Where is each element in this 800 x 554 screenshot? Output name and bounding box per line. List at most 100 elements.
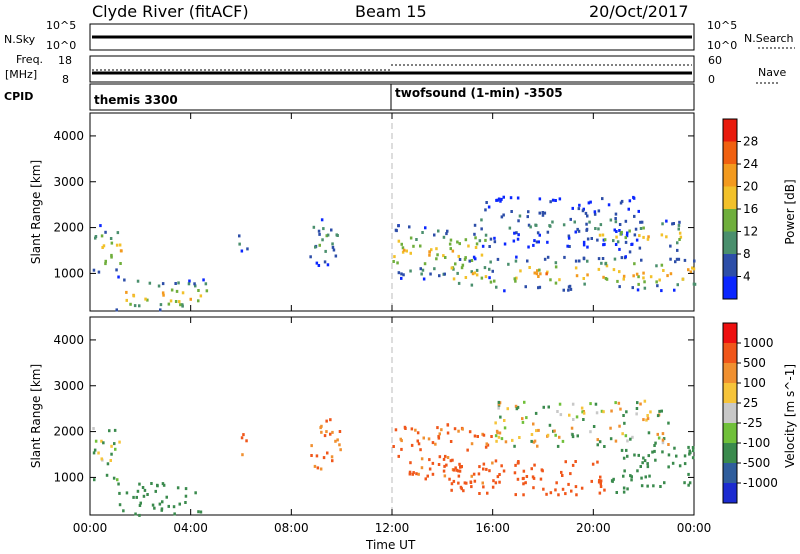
data-cell xyxy=(660,289,663,293)
data-cell xyxy=(514,279,517,283)
data-cell xyxy=(448,242,452,246)
data-cell xyxy=(628,199,632,203)
data-cell xyxy=(402,273,405,277)
data-cell xyxy=(421,231,424,234)
data-cell xyxy=(646,465,650,469)
data-cell xyxy=(309,255,312,259)
data-cell xyxy=(647,454,650,458)
data-cell xyxy=(172,505,176,509)
data-cell xyxy=(513,444,516,448)
data-cell xyxy=(162,483,166,487)
nsky-top-tick: 10^5 xyxy=(46,19,76,32)
data-cell xyxy=(202,278,205,282)
data-cell xyxy=(194,284,197,288)
data-cell xyxy=(548,423,552,427)
data-cell xyxy=(400,439,403,443)
data-cell xyxy=(602,238,606,242)
data-cell xyxy=(430,248,433,252)
data-cell xyxy=(500,464,503,468)
data-cell xyxy=(393,255,396,259)
data-cell xyxy=(515,407,519,411)
data-cell xyxy=(116,478,119,482)
freq-top-tick: 18 xyxy=(58,54,72,67)
data-cell xyxy=(110,253,113,257)
data-cell xyxy=(468,259,471,263)
data-cell xyxy=(596,443,599,447)
data-cell xyxy=(639,227,643,230)
data-cell xyxy=(678,220,681,224)
data-cell xyxy=(422,277,426,281)
data-cell xyxy=(574,485,578,489)
data-cell xyxy=(616,279,619,283)
cpid-program-1: themis 3300 xyxy=(94,93,178,107)
data-cell xyxy=(485,467,488,471)
data-cell xyxy=(514,463,517,467)
data-cell xyxy=(623,469,626,473)
data-cell xyxy=(669,257,672,261)
data-cell xyxy=(318,243,321,247)
data-cell xyxy=(679,235,683,239)
data-cell xyxy=(642,226,645,230)
data-cell xyxy=(637,209,640,213)
data-cell xyxy=(110,444,113,448)
data-cell xyxy=(687,472,690,476)
data-cell xyxy=(549,491,553,495)
data-cell xyxy=(446,423,450,427)
data-cell xyxy=(578,259,581,263)
data-cell xyxy=(640,258,643,262)
data-cell xyxy=(558,278,561,282)
data-cell xyxy=(622,474,625,478)
data-cell xyxy=(660,263,664,267)
data-cell xyxy=(493,279,496,283)
data-cell xyxy=(173,512,176,516)
data-cell xyxy=(549,278,552,282)
data-cell xyxy=(677,223,681,227)
data-cell xyxy=(118,503,122,507)
data-cell xyxy=(683,462,687,466)
data-cell xyxy=(689,451,692,455)
data-cell xyxy=(480,253,484,257)
data-cell xyxy=(672,222,675,225)
data-cell xyxy=(615,235,618,239)
data-cell xyxy=(558,435,561,439)
data-cell xyxy=(161,282,165,286)
data-cell xyxy=(514,404,518,408)
data-cell xyxy=(538,211,541,215)
data-cell xyxy=(581,410,584,414)
data-cell xyxy=(433,233,436,237)
data-cell xyxy=(466,448,469,452)
data-cell xyxy=(541,211,544,214)
data-cell xyxy=(429,272,432,276)
data-cell xyxy=(452,479,456,483)
data-cell xyxy=(571,435,575,439)
data-cell xyxy=(434,442,437,446)
data-cell xyxy=(475,242,479,246)
data-cell xyxy=(666,274,669,278)
data-cell xyxy=(624,255,627,259)
data-cell xyxy=(663,481,666,485)
data-cell xyxy=(646,414,649,417)
data-cell xyxy=(491,461,494,465)
data-cell xyxy=(644,475,647,479)
data-cell xyxy=(174,300,178,303)
data-cell xyxy=(552,429,555,433)
data-cell xyxy=(522,476,525,480)
data-cell xyxy=(471,272,475,276)
data-cell xyxy=(539,477,543,481)
data-cell xyxy=(397,454,400,458)
data-cell xyxy=(420,272,423,276)
data-cell xyxy=(451,249,455,253)
data-cell xyxy=(599,479,603,483)
data-cell xyxy=(618,229,621,232)
data-cell xyxy=(310,444,313,448)
data-cell xyxy=(478,492,481,495)
data-cell xyxy=(519,269,522,273)
data-cell xyxy=(542,487,545,491)
data-cell xyxy=(518,436,521,439)
data-cell xyxy=(457,481,460,485)
data-cell xyxy=(481,244,485,248)
data-cell xyxy=(482,485,485,489)
data-cell xyxy=(620,256,624,260)
data-cell xyxy=(595,411,599,415)
